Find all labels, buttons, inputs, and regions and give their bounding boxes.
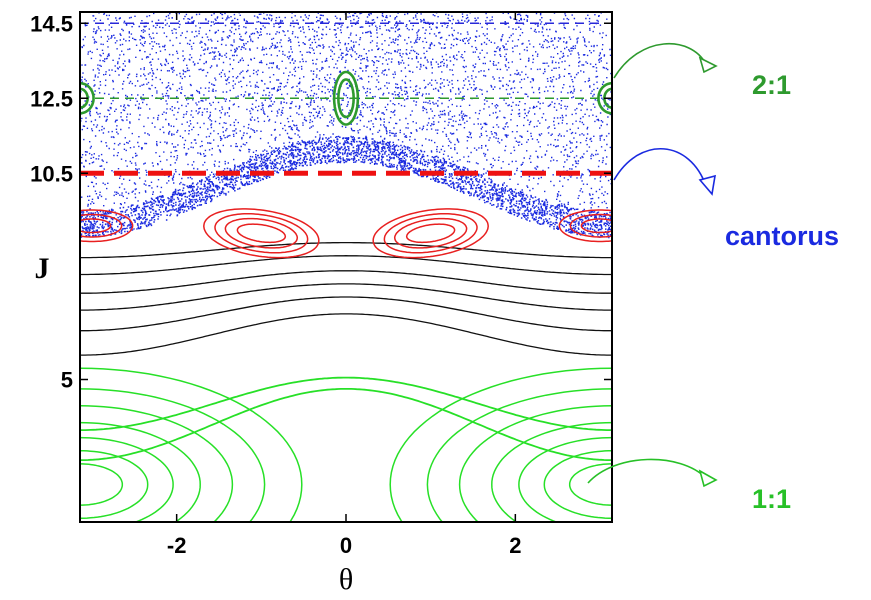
- plot-area: [80, 12, 612, 522]
- y-axis-label: J: [35, 252, 50, 285]
- orbit-curve-32: [80, 209, 134, 243]
- orbit-curve-24: [214, 213, 309, 254]
- arrow-2-1: [613, 43, 707, 79]
- orbit-curve-28: [383, 213, 478, 254]
- orbit-curve-31: [80, 213, 123, 238]
- orbit-curve-6: [389, 367, 612, 522]
- orbit-curve-2: [518, 436, 612, 522]
- orbit-curve-38: [80, 87, 89, 109]
- orbit-curve-3: [491, 421, 612, 522]
- orbit-curve-4: [458, 404, 612, 522]
- orbit-curve-39: [80, 82, 95, 115]
- annotation-1-1: 1:1: [752, 484, 791, 514]
- arrowhead-1-1: [698, 469, 718, 488]
- arrow-cantorus: [613, 147, 707, 187]
- x-tick-label-2: 2: [509, 533, 521, 558]
- orbit-curve-10: [80, 421, 201, 522]
- orbit-curve-8: [80, 449, 149, 520]
- orbit-curve-30: [80, 218, 112, 234]
- orbit-curve-14: [80, 388, 612, 461]
- orbit-curve-1: [543, 449, 612, 520]
- arrowhead-cantorus: [698, 174, 716, 196]
- orbit-curve-7: [80, 463, 124, 506]
- orbit-curve-5: [426, 388, 612, 522]
- orbit-curve-0: [568, 463, 612, 506]
- orbit-curve-18: [80, 283, 612, 311]
- orbit-curve-15: [80, 376, 612, 431]
- chaotic-sea-points: [80, 12, 612, 239]
- orbit-curve-13: [80, 367, 303, 522]
- y-tick-label-3: 14.5: [30, 11, 73, 36]
- orbit-curve-20: [80, 255, 612, 276]
- orbit-curve-27: [393, 217, 468, 249]
- orbit-curve-17: [80, 296, 612, 332]
- orbit-curve-16: [80, 313, 612, 356]
- orbit-curve-19: [80, 270, 612, 294]
- orbit-curve-35: [558, 209, 612, 243]
- orbit-curve-25: [203, 208, 320, 259]
- x-tick-label-1: 0: [340, 533, 352, 558]
- annotation-2-1: 2:1: [752, 70, 791, 100]
- y-tick-label-0: 5: [61, 368, 73, 393]
- chaotic-sea-dots: [80, 12, 612, 239]
- annotation-arrows: [587, 43, 718, 488]
- x-tick-label-0: -2: [167, 533, 187, 558]
- orbit-curve-33: [580, 218, 612, 234]
- y-tick-label-1: 10.5: [30, 161, 73, 186]
- orbit-curve-23: [224, 217, 299, 249]
- orbit-curves: [80, 70, 612, 522]
- orbit-curve-34: [569, 213, 612, 238]
- x-axis-label: θ: [339, 563, 353, 596]
- arrow-1-1: [587, 458, 707, 484]
- axis-ticks: -2 0 2 5 10.5 12.5 14.5: [30, 11, 612, 558]
- orbit-curve-37: [332, 70, 360, 126]
- orbit-curve-29: [372, 208, 489, 259]
- orbit-curve-22: [236, 223, 287, 244]
- y-tick-label-2: 12.5: [30, 86, 73, 111]
- annotation-cantorus: cantorus: [725, 221, 839, 251]
- arrowhead-2-1: [698, 56, 718, 74]
- orbit-curve-21: [80, 241, 612, 259]
- orbit-curve-12: [80, 388, 266, 522]
- orbit-curve-9: [80, 436, 174, 522]
- orbit-curve-11: [80, 404, 234, 522]
- orbit-curve-26: [405, 223, 456, 244]
- reference-lines: [80, 22, 612, 176]
